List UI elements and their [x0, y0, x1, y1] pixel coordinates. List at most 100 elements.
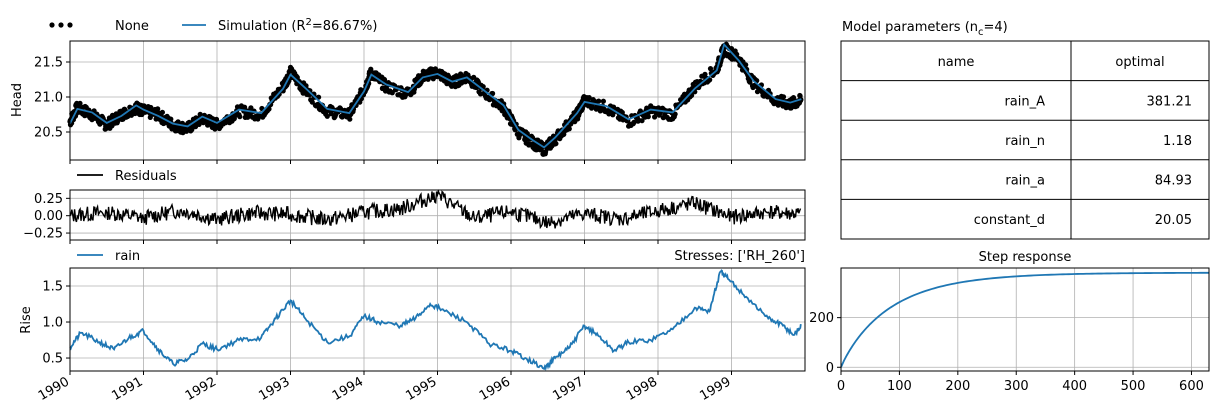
x-tick-label: 1991 [109, 374, 145, 404]
x-tick-label: 200 [945, 379, 970, 394]
observed-point [168, 116, 174, 122]
y-tick-label: 1.0 [42, 316, 63, 331]
step-axes-frame [840, 267, 1210, 372]
step-x-ticks: 0 100 200 300 400 500 600 [837, 371, 1204, 394]
x-tick-label: 1994 [330, 374, 366, 404]
x-tick-label: 1995 [403, 374, 439, 404]
y-tick-label: 0.25 [34, 192, 63, 207]
observed-point [631, 119, 637, 125]
legend-simulation-label: Simulation (R2=86.67%) [218, 17, 377, 34]
y-tick-label: −0.25 [23, 227, 63, 242]
legend-observed-marker [49, 22, 55, 28]
step-response-title: Step response [979, 250, 1072, 265]
step-grid [840, 268, 1209, 371]
table-cell-name: rain_n [1005, 134, 1045, 149]
residuals-panel: −0.25 0.00 0.25 Residuals [23, 169, 806, 244]
observed-point [652, 114, 658, 120]
residuals-line [69, 189, 802, 230]
step-response-panel: Step response 0 200 0 100 200 300 400 500 600 [809, 250, 1210, 394]
observed-point [639, 118, 645, 124]
legend-residuals-label: Residuals [115, 169, 177, 184]
residuals-y-ticks: −0.25 0.00 0.25 [23, 192, 732, 244]
legend-observed-marker [67, 22, 73, 28]
table-cell-name: rain_A [1004, 94, 1045, 109]
observed-point [672, 111, 678, 117]
observed-point [77, 100, 83, 106]
rain-panel: 0.51.01.5 1990 1991 1992 1993 1994 1995 1996 19… [19, 249, 806, 404]
rain-line [69, 269, 802, 371]
observed-point [566, 126, 572, 132]
table-cell-optimal: 381.21 [1147, 94, 1193, 109]
observed-point [324, 113, 330, 119]
table-header-optimal: optimal [1115, 55, 1164, 70]
rain-ylabel: Rise [19, 306, 34, 333]
x-tick-label: 500 [1121, 379, 1146, 394]
observed-point [196, 121, 202, 127]
table-header-name: name [938, 55, 975, 70]
observed-point [743, 62, 749, 68]
observed-point [175, 119, 181, 125]
rain-stresses-title: Stresses: ['RH_260'] [674, 249, 805, 264]
y-tick-label: 21.5 [34, 56, 63, 71]
head-simulation-line [69, 42, 802, 149]
observed-point [707, 66, 714, 72]
observed-point [347, 116, 353, 122]
head-y-ticks: 20.5 21.0 21.5 [34, 56, 732, 164]
x-tick-label: 400 [1062, 379, 1087, 394]
step-response-line [840, 271, 1210, 368]
residuals-legend: Residuals [77, 169, 177, 184]
legend-observed-marker [58, 22, 64, 28]
x-tick-label: 300 [1004, 379, 1029, 394]
table-cell-name: constant_d [974, 213, 1045, 228]
head-ylabel: Head [10, 83, 25, 117]
observed-point [702, 71, 708, 77]
y-tick-label: 20.5 [34, 126, 63, 141]
rain-legend: rain [77, 249, 140, 264]
observed-point [490, 90, 496, 97]
x-tick-label: 1999 [697, 374, 733, 404]
head-panel: 20.5 21.0 21.5 Head None Simulation (R2=86… [10, 17, 806, 164]
params-table-title: Model parameters (nc=4) [842, 20, 1008, 38]
x-tick-label: 1992 [183, 374, 219, 404]
x-tick-label: 1990 [36, 374, 72, 404]
rain-x-ticks: 1990 1991 1992 1993 1994 1995 1996 1997 1998 1999 [36, 374, 734, 404]
observed-point [315, 101, 321, 107]
x-tick-label: 0 [837, 379, 845, 394]
observed-point [645, 114, 651, 120]
x-tick-label: 100 [887, 379, 912, 394]
y-tick-label: 1.5 [42, 280, 63, 295]
observed-point [586, 95, 592, 101]
legend-rain-label: rain [115, 249, 140, 264]
table-cell-name: rain_a [1005, 174, 1045, 189]
y-tick-label: 200 [809, 311, 834, 326]
observed-point [553, 141, 559, 147]
step-y-ticks: 0 200 [809, 311, 841, 376]
observed-point [600, 98, 607, 104]
params-table: name optimal rain_A 381.21 rain_n 1.18 rain_a 8… [840, 40, 1210, 240]
rain-grid [69, 268, 805, 371]
table-cell-optimal: 20.05 [1155, 213, 1192, 228]
y-tick-label: 21.0 [34, 91, 63, 106]
head-observed-series [67, 41, 804, 157]
observed-point [159, 109, 165, 115]
y-tick-label: 0.5 [42, 352, 63, 367]
observed-point [780, 94, 787, 100]
observed-point [596, 98, 602, 104]
table-cell-optimal: 84.93 [1155, 174, 1192, 189]
observed-point [266, 106, 272, 112]
observed-point [155, 106, 161, 112]
x-tick-label: 1998 [624, 374, 660, 404]
head-grid [69, 41, 805, 160]
params-table-panel: Model parameters (nc=4) name optimal rain_… [840, 20, 1210, 240]
legend-observed-label: None [115, 19, 149, 34]
rain-y-ticks: 0.5 1.0 1.5 [42, 280, 732, 375]
x-tick-label: 1993 [256, 374, 292, 404]
head-legend: None Simulation (R2=86.67%) [49, 17, 377, 34]
y-tick-label: 0 [826, 361, 834, 376]
observed-point [589, 104, 596, 110]
table-border [840, 40, 1210, 240]
observed-point [790, 95, 797, 101]
observed-point [242, 104, 248, 110]
x-tick-label: 1997 [550, 374, 586, 404]
